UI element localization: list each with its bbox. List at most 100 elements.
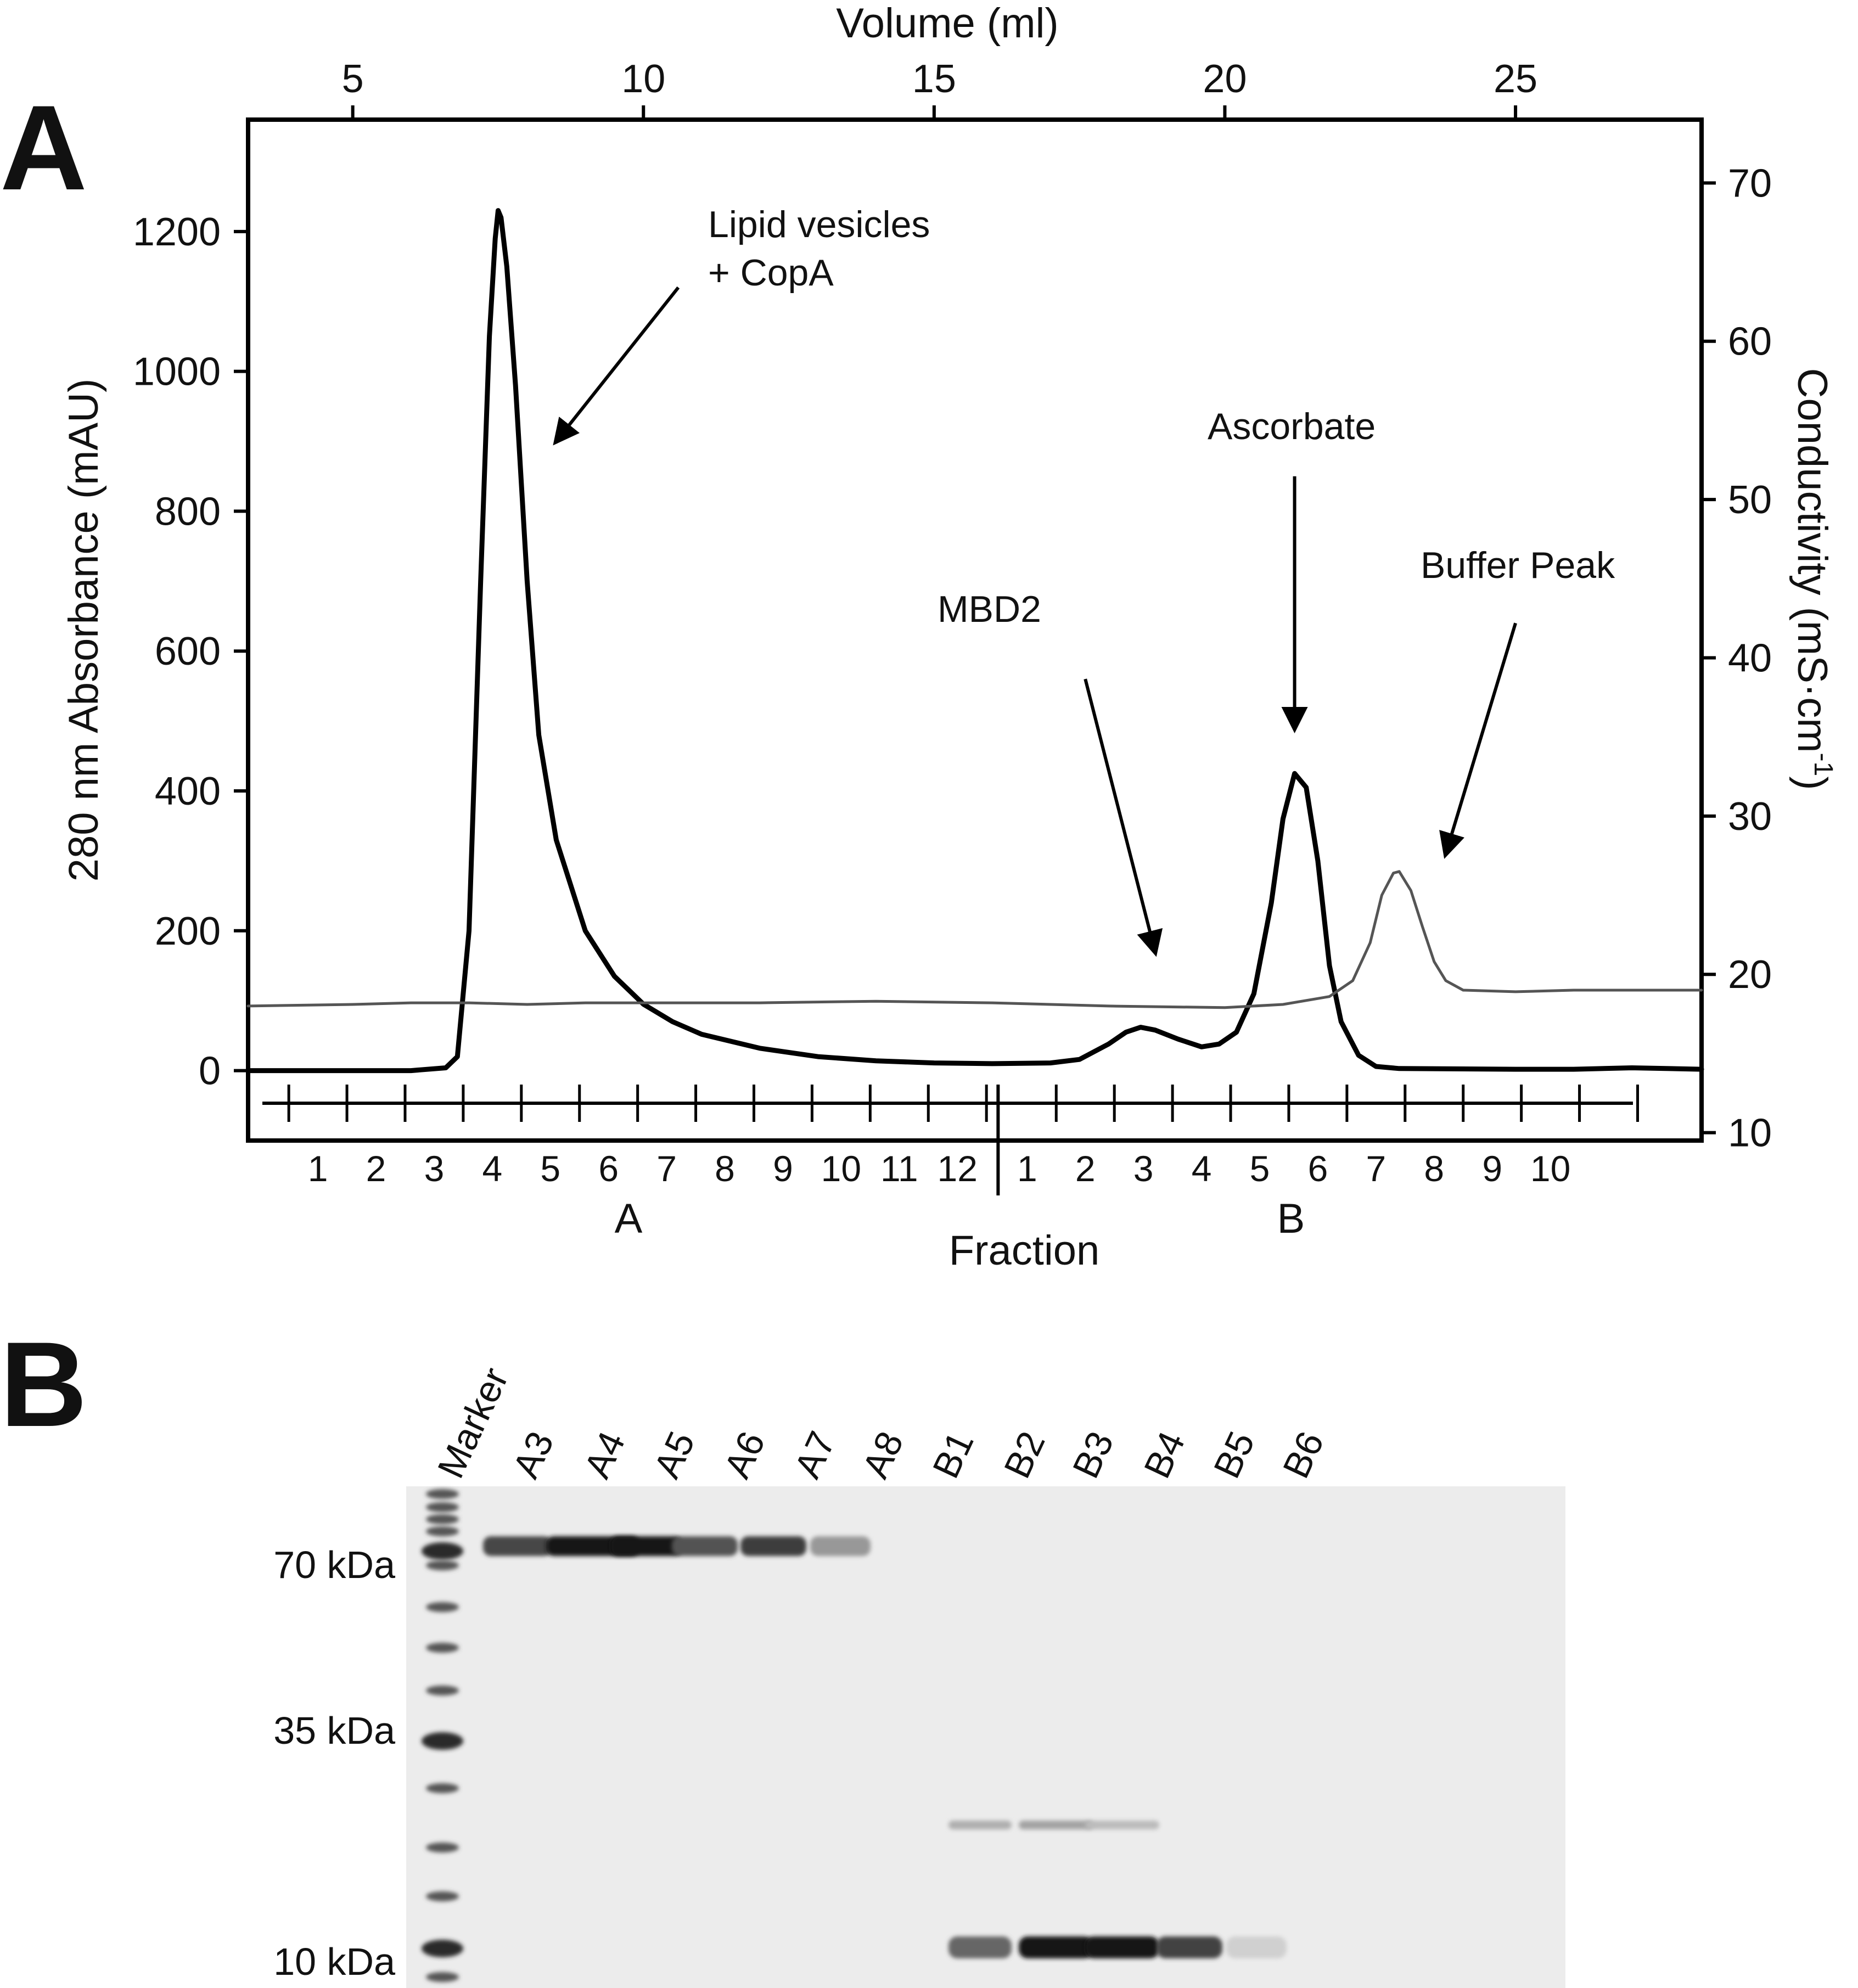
marker-band bbox=[426, 1514, 459, 1524]
fraction-a-label: 10 bbox=[821, 1148, 861, 1189]
annotations: Lipid vesicles + CopA MBD2 Ascorbate Buffer … bbox=[553, 204, 1615, 957]
marker-band bbox=[426, 1686, 459, 1695]
left-tick-label: 0 bbox=[199, 1049, 221, 1093]
right-axis-label-sup: -1 bbox=[1809, 753, 1838, 777]
gel-lane-label: A8 bbox=[855, 1425, 912, 1485]
left-tick-label: 200 bbox=[155, 909, 221, 953]
right-axis-ticks: 10 20 30 40 50 60 70 bbox=[1702, 161, 1772, 1155]
gel-lane-label: A5 bbox=[646, 1425, 703, 1485]
marker-band bbox=[422, 1542, 463, 1560]
marker-band bbox=[426, 1602, 459, 1612]
left-axis-ticks: 0 200 400 600 800 1000 1200 bbox=[133, 210, 248, 1093]
left-tick-label: 400 bbox=[155, 770, 221, 813]
left-tick-label: 1200 bbox=[133, 210, 221, 254]
protein-band-10kda bbox=[1085, 1936, 1159, 1958]
marker-band bbox=[426, 1972, 459, 1982]
conductivity-line bbox=[246, 870, 1703, 1009]
gel-lane-label: B1 bbox=[925, 1425, 982, 1485]
marker-band bbox=[426, 1891, 459, 1901]
right-axis-label: Conductivity (mS·cm-1) bbox=[1789, 368, 1838, 790]
protein-band-70kda bbox=[810, 1536, 871, 1556]
right-axis-label-close: ) bbox=[1789, 776, 1835, 790]
protein-band-faint bbox=[948, 1821, 1012, 1829]
fraction-a-label: 4 bbox=[482, 1148, 503, 1189]
right-tick-label: 50 bbox=[1728, 478, 1772, 522]
marker-band bbox=[426, 1643, 459, 1653]
gel-lane-label: A4 bbox=[576, 1425, 633, 1485]
plot-frame bbox=[246, 117, 1704, 1143]
left-axis-label: 280 nm Absorbance (mAU) bbox=[60, 379, 107, 882]
right-tick-label: 60 bbox=[1728, 320, 1772, 364]
top-tick-label: 10 bbox=[621, 57, 665, 101]
annotation-label: Ascorbate bbox=[1208, 406, 1376, 447]
marker-band bbox=[422, 1940, 463, 1957]
bottom-axis-label: Fraction bbox=[949, 1227, 1100, 1274]
top-tick-label: 15 bbox=[912, 57, 956, 101]
right-tick-label: 10 bbox=[1728, 1111, 1772, 1155]
gel-bands bbox=[483, 1536, 1287, 1958]
gel-lane-label: B5 bbox=[1206, 1425, 1263, 1485]
protein-band-10kda bbox=[1019, 1936, 1093, 1958]
right-tick-label: 30 bbox=[1728, 795, 1772, 839]
annotation-label: Lipid vesicles bbox=[708, 204, 930, 245]
fraction-a-label: 1 bbox=[308, 1148, 328, 1189]
gel-lane-label: Marker bbox=[430, 1361, 517, 1484]
absorbance-line bbox=[245, 208, 1704, 1074]
protein-band-70kda bbox=[483, 1536, 552, 1556]
fraction-a-label: 8 bbox=[715, 1148, 735, 1189]
top-axis-ticks: 5 10 15 20 25 bbox=[342, 57, 1537, 120]
fraction-b-label: 4 bbox=[1192, 1148, 1212, 1189]
fraction-b-label: 9 bbox=[1482, 1148, 1502, 1189]
mw-label-10: 10 kDa bbox=[273, 1940, 395, 1983]
fraction-b-label: 2 bbox=[1075, 1148, 1096, 1189]
left-tick-label: 600 bbox=[155, 630, 221, 673]
gel-lane-label: B3 bbox=[1065, 1425, 1122, 1485]
fraction-a-label: 7 bbox=[656, 1148, 677, 1189]
fraction-b-label: 1 bbox=[1017, 1148, 1037, 1189]
fraction-a-label: 5 bbox=[540, 1148, 560, 1189]
protein-band-70kda bbox=[740, 1536, 806, 1556]
right-tick-label: 20 bbox=[1728, 953, 1772, 997]
mw-label-35: 35 kDa bbox=[273, 1709, 395, 1752]
annotation-arrow bbox=[1084, 678, 1163, 957]
fraction-a-label: 2 bbox=[366, 1148, 386, 1189]
fraction-group-b-label: B bbox=[1277, 1195, 1305, 1242]
annotation-arrow bbox=[553, 286, 680, 446]
protein-band-faint bbox=[1085, 1821, 1159, 1829]
protein-band-10kda bbox=[1226, 1936, 1287, 1958]
marker-band bbox=[426, 1560, 459, 1570]
annotation-label-line2: + CopA bbox=[708, 252, 834, 294]
marker-band bbox=[426, 1843, 459, 1852]
mw-label-70: 70 kDa bbox=[273, 1543, 395, 1586]
fraction-a-label: 3 bbox=[424, 1148, 445, 1189]
annotation-label: MBD2 bbox=[938, 588, 1041, 630]
gel-lane-label: A3 bbox=[505, 1425, 562, 1485]
marker-band bbox=[422, 1732, 463, 1750]
fraction-b-label: 5 bbox=[1250, 1148, 1270, 1189]
panel-label-a: A bbox=[0, 80, 87, 215]
fraction-b-label: 3 bbox=[1133, 1148, 1154, 1189]
fraction-b-label: 7 bbox=[1366, 1148, 1386, 1189]
right-tick-label: 40 bbox=[1728, 636, 1772, 680]
marker-band bbox=[426, 1502, 459, 1512]
gel-lane-label: B6 bbox=[1275, 1425, 1332, 1485]
right-axis-label-main: Conductivity (mS·cm bbox=[1789, 368, 1835, 753]
series-group bbox=[245, 208, 1704, 1074]
gel-lane-label: A7 bbox=[787, 1425, 844, 1485]
gel-lane-label: B4 bbox=[1136, 1425, 1193, 1485]
left-tick-label: 1000 bbox=[133, 350, 221, 394]
right-tick-label: 70 bbox=[1728, 161, 1772, 205]
fraction-a-label: 11 bbox=[880, 1148, 918, 1189]
fraction-scale: 1 2 3 4 5 6 7 8 9 10 11 12 1 2 3 4 5 6 7 8 9 10 bbox=[262, 1085, 1639, 1195]
gel-lane-label: B2 bbox=[996, 1425, 1053, 1485]
marker-band bbox=[426, 1526, 459, 1536]
fraction-a-label: 12 bbox=[938, 1148, 978, 1189]
gel-lane-label: A6 bbox=[716, 1425, 773, 1485]
protein-band-10kda bbox=[948, 1936, 1012, 1958]
fraction-group-a-label: A bbox=[615, 1195, 643, 1242]
top-tick-label: 25 bbox=[1494, 57, 1537, 101]
panel-label-b: B bbox=[0, 1317, 87, 1452]
top-axis-label: Volume (ml) bbox=[836, 0, 1058, 47]
